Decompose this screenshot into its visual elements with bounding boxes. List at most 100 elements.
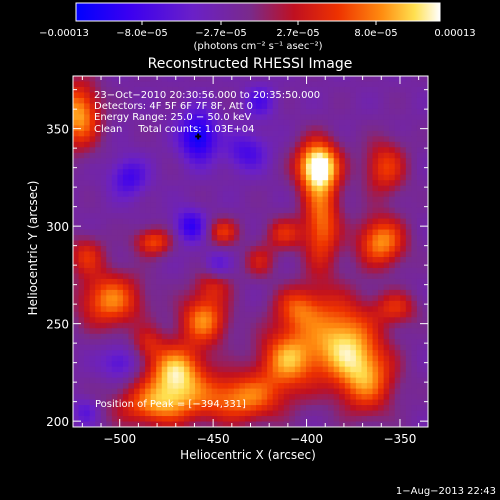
heatmap-cell [289,394,296,401]
heatmap-cell [233,350,241,357]
heatmap-cell [172,350,179,357]
heatmap-cell [78,410,85,417]
colorbar-tick-label: −2.7e−05 [195,28,247,39]
heatmap-cell [217,103,224,110]
heatmap-cell [422,246,428,253]
heatmap-cell [134,207,141,214]
heatmap-cell [383,339,390,346]
heatmap-cell [128,339,135,346]
heatmap-cell [378,147,385,154]
heatmap-cell [244,125,252,132]
heatmap-cell [317,119,324,126]
heatmap-cell [405,185,412,192]
heatmap-cell [272,119,279,126]
heatmap-cell [106,202,113,209]
heatmap-cell [128,92,135,99]
heatmap-cell [122,278,130,285]
heatmap-cell [183,213,191,220]
heatmap-cell [128,218,135,225]
heatmap-cell [128,355,135,362]
heatmap-cell [372,218,379,225]
heatmap-cell [222,224,229,231]
heatmap-cell [228,229,235,236]
heatmap-cell [378,246,385,253]
heatmap-cell [211,416,218,423]
heatmap-cell [167,256,174,264]
heatmap-cell [211,311,218,318]
heatmap-cell [200,191,207,198]
heatmap-cell [328,185,335,192]
heatmap-cell [294,86,302,94]
heatmap-cell [378,394,385,401]
heatmap-cell [333,399,340,406]
heatmap-cell [161,295,168,302]
heatmap-cell [383,328,390,335]
heatmap-cell [128,267,135,275]
heatmap-cell [278,383,285,390]
heatmap-cell [244,224,252,231]
heatmap-cell [78,394,85,401]
heatmap-cell [394,76,401,83]
heatmap-cell [256,191,263,198]
heatmap-cell [355,202,363,209]
heatmap-cell [411,108,418,115]
heatmap-cell [361,410,368,417]
heatmap-cell [161,421,168,427]
heatmap-cell [283,185,290,192]
heatmap-cell [344,196,351,203]
heatmap-cell [178,130,185,137]
heatmap-cell [328,169,335,176]
heatmap-cell [172,196,179,203]
heatmap-cell [400,235,407,242]
heatmap-cell [317,322,324,329]
heatmap-cell [355,158,363,165]
heatmap-cell [161,169,168,176]
heatmap-cell [128,333,135,340]
heatmap-cell [372,141,379,148]
heatmap-cell [416,235,424,242]
heatmap-cell [106,350,113,357]
heatmap-cell [233,306,241,313]
heatmap-cell [289,163,296,170]
heatmap-cell [244,333,252,340]
heatmap-cell [333,306,340,313]
heatmap-cell [117,361,124,368]
heatmap-cell [211,377,218,384]
heatmap-cell [344,405,351,412]
heatmap-cell [200,289,207,296]
heatmap-cell [272,158,279,165]
heatmap-cell [283,388,290,395]
heatmap-cell [206,97,213,105]
heatmap-cell [206,119,213,126]
heatmap-cell [250,350,257,357]
heatmap-cell [84,421,91,427]
heatmap-cell [294,317,302,324]
heatmap-cell [145,344,152,351]
heatmap-cell [339,180,346,187]
heatmap-cell [389,108,396,115]
heatmap-cell [278,125,285,132]
heatmap-cell [256,224,263,231]
heatmap-cell [366,207,374,214]
heatmap-cell [84,240,91,247]
heatmap-cell [172,114,179,121]
y-tick-label: 250 [46,318,69,332]
heatmap-cell [167,262,174,269]
heatmap-cell [350,383,357,390]
heatmap-cell [250,383,257,390]
heatmap-cell [256,152,263,159]
heatmap-cell [95,256,102,264]
heatmap-cell [267,174,274,181]
heatmap-cell [283,366,290,373]
heatmap-cell [256,202,263,209]
heatmap-cell [106,86,113,94]
heatmap-cell [156,108,163,115]
heatmap-cell [411,306,418,313]
heatmap-cell [333,300,340,307]
heatmap-cell [122,103,130,110]
heatmap-cell [372,81,379,88]
heatmap-cell [156,295,163,302]
heatmap-cell [278,295,285,302]
heatmap-cell [283,251,290,258]
heatmap-cell [78,361,85,368]
